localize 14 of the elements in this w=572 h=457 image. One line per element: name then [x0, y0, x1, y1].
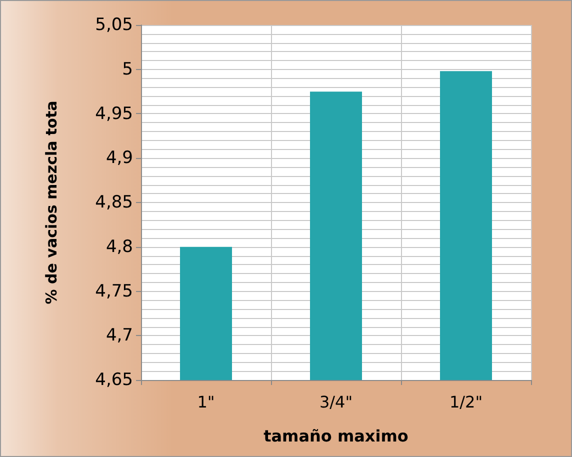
- y-tick-label: 5: [122, 59, 133, 80]
- y-tick-label: 4,65: [95, 370, 133, 390]
- y-tick-label: 4,85: [95, 192, 133, 212]
- x-tick-label: 3/4": [319, 392, 353, 412]
- y-tick-label: 5,05: [95, 15, 133, 35]
- y-tick-label: 4,95: [95, 104, 133, 124]
- x-tick-label: 1": [197, 392, 215, 412]
- x-axis-title: tamaño maximo: [264, 426, 408, 446]
- y-tick-label: 4,75: [95, 281, 133, 302]
- y-axis-title: % de vacios mezcla tota: [42, 100, 60, 304]
- y-tick-label: 4,7: [106, 326, 133, 346]
- x-tick-label: 1/2": [449, 392, 483, 412]
- y-tick-label: 4,9: [106, 148, 133, 168]
- y-tick-label: 4,8: [106, 236, 133, 257]
